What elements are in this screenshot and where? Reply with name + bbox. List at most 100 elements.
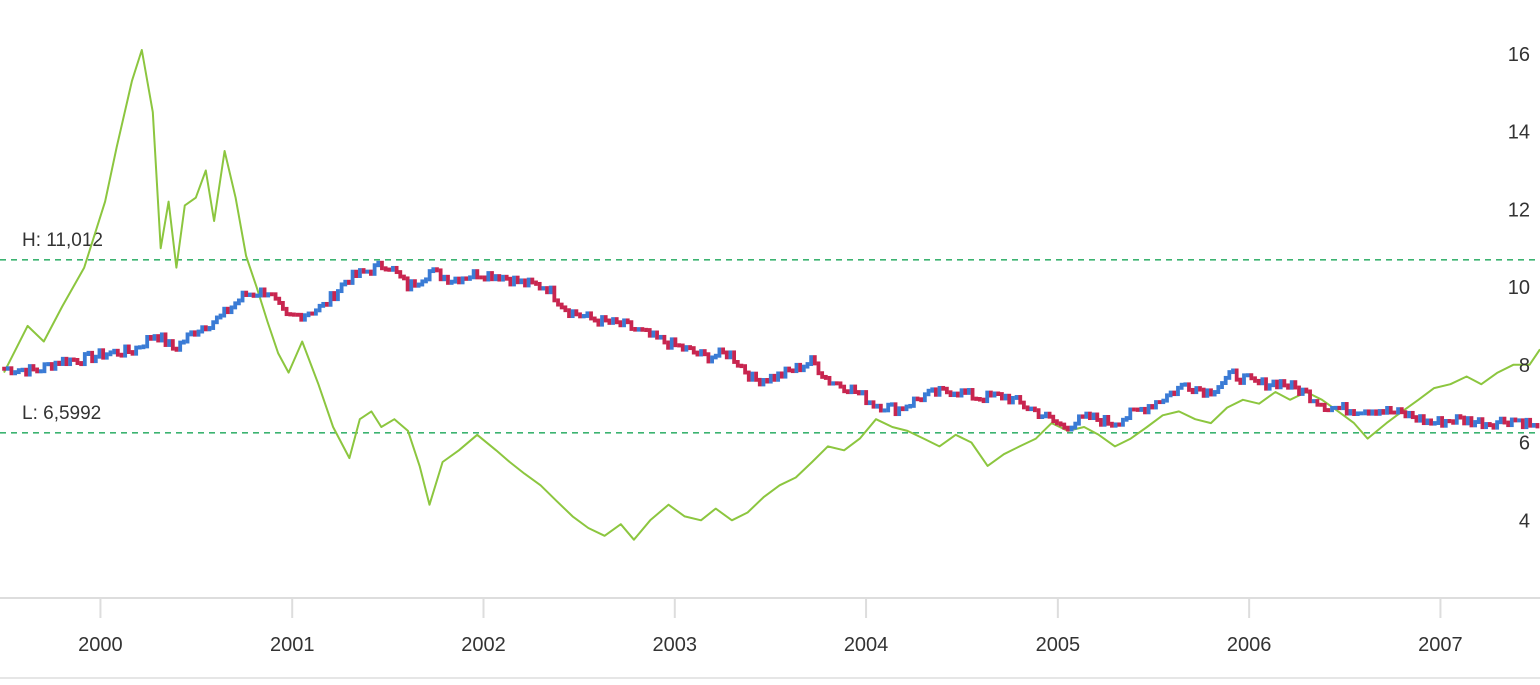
candle [680, 343, 685, 352]
candle [1143, 406, 1147, 415]
candle [343, 279, 348, 287]
candle [834, 381, 839, 386]
candle [523, 278, 527, 288]
candle [1282, 379, 1287, 388]
candle [251, 292, 256, 298]
candle [1352, 409, 1356, 416]
candle [603, 315, 608, 323]
candle [974, 396, 979, 401]
candle [673, 337, 678, 348]
candle [303, 313, 307, 322]
candle [545, 286, 549, 295]
candle [361, 268, 366, 274]
candle [688, 345, 692, 351]
candle [1168, 390, 1173, 398]
candle [53, 360, 58, 371]
candle [266, 292, 271, 298]
candle [1095, 412, 1100, 422]
candle [350, 269, 355, 285]
candle [101, 348, 106, 360]
candle [38, 369, 43, 374]
candle [1194, 386, 1199, 395]
candle [904, 404, 909, 412]
candle [919, 397, 924, 403]
candle [512, 275, 516, 287]
candle [519, 278, 524, 285]
candle [1150, 404, 1155, 410]
candle [457, 276, 461, 285]
candle [1212, 390, 1217, 397]
reference-line-label-0: H: 11,012 [22, 230, 103, 251]
candle [295, 312, 300, 317]
candle [900, 406, 905, 412]
candle [1366, 409, 1371, 416]
candle [1289, 380, 1294, 390]
candle [625, 318, 630, 325]
candle [1062, 422, 1067, 430]
candle [959, 388, 964, 398]
candle [1363, 409, 1367, 416]
candle [1088, 411, 1092, 421]
candle [497, 274, 502, 282]
candle [611, 317, 615, 325]
candle [684, 345, 689, 352]
candle [816, 361, 821, 376]
candle [1506, 420, 1511, 428]
y-tick-label: 12 [1508, 199, 1530, 221]
candle [798, 362, 803, 373]
candle [1073, 421, 1078, 430]
candle [453, 276, 458, 284]
candle [86, 350, 91, 357]
candle [853, 384, 858, 394]
candle [1220, 381, 1224, 389]
candle [1066, 425, 1070, 432]
candle [1227, 370, 1232, 380]
candle [1304, 387, 1309, 394]
candle [376, 260, 381, 268]
candle [446, 274, 450, 285]
candle [1113, 422, 1118, 428]
candle [1502, 416, 1507, 425]
candle [776, 371, 781, 382]
candle [1187, 382, 1191, 392]
candle [1454, 414, 1459, 425]
candle [475, 269, 480, 280]
candle [409, 279, 414, 292]
candle [882, 408, 887, 413]
candle [849, 384, 854, 395]
candle [391, 265, 395, 272]
candle [893, 402, 898, 417]
candle [196, 329, 201, 337]
candle [413, 279, 417, 288]
candle [240, 290, 245, 303]
candle [999, 392, 1004, 401]
candle [970, 388, 975, 401]
candle [192, 330, 197, 337]
candle [1044, 411, 1048, 419]
candle [1293, 380, 1298, 390]
candle [156, 334, 161, 343]
candle [1517, 418, 1522, 423]
candle [1337, 405, 1342, 411]
candle [864, 390, 869, 406]
candle [431, 267, 436, 274]
candle [1388, 406, 1393, 415]
candle [754, 371, 759, 382]
candle [5, 366, 10, 371]
candle [1469, 416, 1474, 428]
candle [1146, 404, 1151, 415]
candle [1513, 417, 1518, 423]
candle [1223, 375, 1228, 386]
candle [358, 268, 362, 278]
candle [1374, 409, 1378, 416]
candle [526, 277, 531, 288]
x-tick-label: 2007 [1418, 634, 1463, 656]
candle [1179, 382, 1184, 390]
candle [1535, 423, 1540, 429]
candle [1311, 399, 1316, 404]
candle [288, 312, 293, 317]
candle [963, 388, 968, 395]
candle [60, 356, 65, 366]
